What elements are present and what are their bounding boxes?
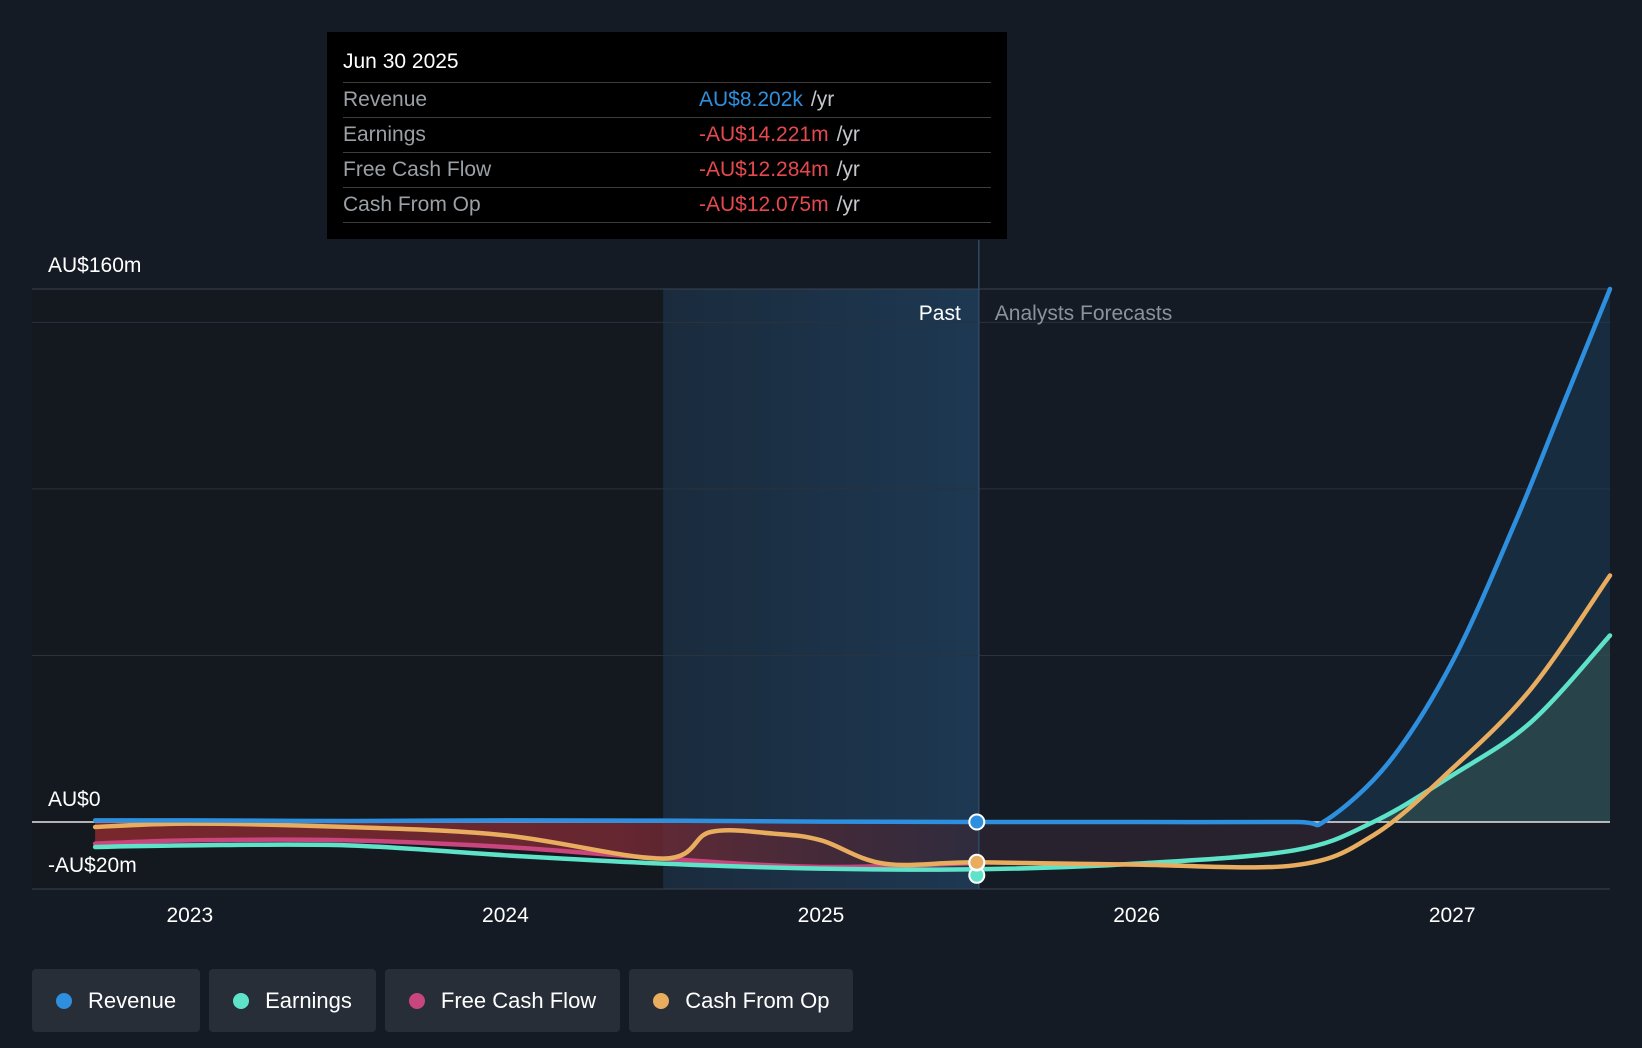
tooltip-row-cash-from-op: Cash From Op -AU$12.075m /yr (343, 187, 991, 223)
cash-from-op-marker (968, 853, 986, 871)
legend-item-cash-from-op[interactable]: Cash From Op (629, 969, 854, 1032)
legend-item-earnings[interactable]: Earnings (209, 969, 376, 1032)
tooltip-value: -AU$12.075m (699, 193, 829, 216)
cash-from-op-line (92, 573, 1613, 870)
tooltip-unit: /yr (836, 193, 860, 216)
y-axis-label: -AU$20m (48, 854, 137, 877)
legend-item-free-cash-flow[interactable]: Free Cash Flow (384, 969, 621, 1032)
legend-label: Cash From Op (685, 987, 830, 1013)
tooltip-label: Revenue (343, 88, 428, 111)
revenue-line (92, 286, 1613, 828)
legend-dot-icon (408, 992, 425, 1009)
revenue-marker (968, 813, 986, 831)
earnings-forecast-area (1373, 635, 1610, 822)
tooltip-label: Free Cash Flow (343, 158, 492, 181)
tooltip-value: AU$8.202k (699, 88, 803, 111)
legend: Revenue Earnings Free Cash Flow Cash Fro… (32, 969, 854, 1032)
y-axis-label: AU$0 (48, 788, 101, 811)
forecast-label: Analysts Forecasts (995, 302, 1172, 325)
tooltip-date: Jun 30 2025 (343, 50, 459, 73)
tooltip: Jun 30 2025 Revenue AU$8.202k /yr Earnin… (327, 32, 1007, 239)
y-axis-label: AU$160m (48, 254, 141, 277)
tooltip-value: -AU$12.284m (699, 158, 829, 181)
x-tick-label: 2024 (482, 904, 529, 927)
tooltip-unit: /yr (836, 123, 860, 146)
tooltip-unit: /yr (836, 158, 860, 181)
x-tick-label: 2023 (166, 904, 213, 927)
legend-dot-icon (233, 992, 250, 1009)
highlight-region (663, 289, 979, 889)
past-label: Past (919, 302, 961, 325)
tooltip-unit: /yr (810, 88, 835, 111)
tooltip-value: -AU$14.221m (699, 123, 829, 146)
legend-item-revenue[interactable]: Revenue (32, 969, 201, 1032)
tooltip-row-free-cash-flow: Free Cash Flow -AU$12.284m /yr (343, 152, 991, 187)
tooltip-row-earnings: Earnings -AU$14.221m /yr (343, 117, 991, 152)
legend-label: Free Cash Flow (440, 987, 597, 1013)
tooltip-label: Cash From Op (343, 193, 481, 216)
negative-forecast-area (978, 822, 1374, 870)
x-tick-label: 2026 (1113, 904, 1160, 927)
legend-label: Revenue (88, 987, 177, 1013)
x-tick-label: 2027 (1429, 904, 1476, 927)
tooltip-label: Earnings (343, 123, 426, 146)
revenue-forecast-area (978, 289, 1610, 826)
x-tick-label: 2025 (798, 904, 845, 927)
legend-dot-icon (653, 992, 670, 1009)
legend-label: Earnings (265, 987, 352, 1013)
tooltip-row-revenue: Revenue AU$8.202k /yr (343, 82, 991, 117)
legend-dot-icon (56, 992, 72, 1009)
